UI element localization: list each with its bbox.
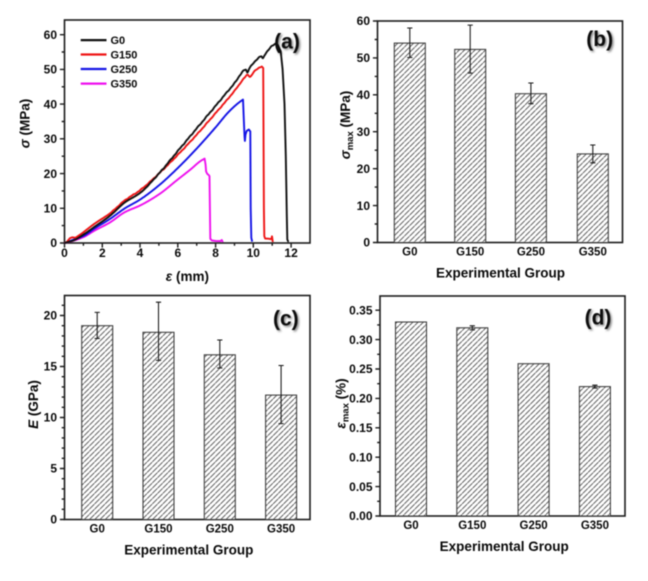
svg-text:50: 50 (357, 51, 371, 65)
svg-text:(c): (c) (273, 307, 299, 330)
svg-text:(d): (d) (585, 307, 612, 330)
svg-text:10: 10 (247, 246, 261, 260)
svg-text:ε (mm): ε (mm) (166, 269, 209, 284)
svg-text:Experimental Group: Experimental Group (440, 539, 569, 554)
svg-text:Experimental Group: Experimental Group (124, 543, 253, 558)
svg-text:6: 6 (174, 246, 181, 260)
svg-text:εmax (%): εmax (%) (334, 378, 352, 428)
svg-text:0.15: 0.15 (349, 421, 373, 435)
svg-text:15: 15 (44, 360, 58, 374)
svg-text:0.10: 0.10 (349, 450, 373, 464)
svg-text:10: 10 (44, 202, 58, 216)
svg-text:5: 5 (50, 462, 57, 476)
svg-text:(a): (a) (274, 31, 300, 54)
svg-text:40: 40 (44, 97, 58, 111)
svg-text:0: 0 (61, 246, 68, 260)
svg-text:G0: G0 (402, 246, 417, 258)
svg-text:(b): (b) (586, 28, 613, 51)
svg-text:Experimental Group: Experimental Group (436, 266, 565, 281)
svg-text:30: 30 (44, 132, 58, 146)
svg-text:0.05: 0.05 (349, 480, 373, 494)
svg-text:G250: G250 (111, 64, 138, 76)
svg-text:G0: G0 (90, 523, 105, 535)
svg-text:G150: G150 (458, 520, 486, 532)
svg-text:G250: G250 (520, 520, 548, 532)
svg-text:12: 12 (284, 246, 298, 260)
svg-text:G350: G350 (267, 523, 295, 535)
svg-text:20: 20 (44, 309, 58, 323)
svg-text:50: 50 (44, 63, 58, 77)
svg-text:0: 0 (363, 236, 370, 250)
svg-text:0.35: 0.35 (349, 303, 373, 317)
svg-text:G250: G250 (517, 246, 545, 258)
svg-text:4: 4 (137, 246, 144, 260)
svg-text:10: 10 (357, 199, 371, 213)
svg-text:G150: G150 (456, 246, 484, 258)
svg-text:0.25: 0.25 (349, 362, 373, 376)
svg-text:60: 60 (44, 28, 58, 42)
svg-text:G150: G150 (111, 50, 138, 62)
svg-text:G0: G0 (403, 520, 418, 532)
svg-text:2: 2 (99, 246, 106, 260)
svg-text:20: 20 (44, 167, 58, 181)
svg-text:8: 8 (212, 246, 219, 260)
svg-text:30: 30 (357, 125, 371, 139)
svg-text:G0: G0 (111, 35, 126, 47)
svg-text:0.30: 0.30 (349, 333, 373, 347)
svg-text:G250: G250 (206, 523, 234, 535)
svg-text:G350: G350 (579, 246, 607, 258)
svg-text:0: 0 (50, 236, 57, 250)
svg-text:G150: G150 (144, 523, 172, 535)
svg-text:40: 40 (357, 88, 371, 102)
svg-text:0.20: 0.20 (349, 392, 373, 406)
svg-text:G350: G350 (111, 79, 138, 91)
svg-text:0: 0 (50, 513, 57, 527)
svg-text:10: 10 (44, 411, 58, 425)
svg-text:G350: G350 (581, 520, 609, 532)
svg-text:60: 60 (357, 14, 371, 28)
svg-text:E (GPa): E (GPa) (26, 380, 41, 429)
svg-text:20: 20 (357, 162, 371, 176)
svg-text:σ (MPa): σ (MPa) (18, 99, 33, 148)
svg-text:σmax (MPa): σmax (MPa) (338, 91, 356, 159)
svg-text:0.00: 0.00 (349, 509, 373, 523)
